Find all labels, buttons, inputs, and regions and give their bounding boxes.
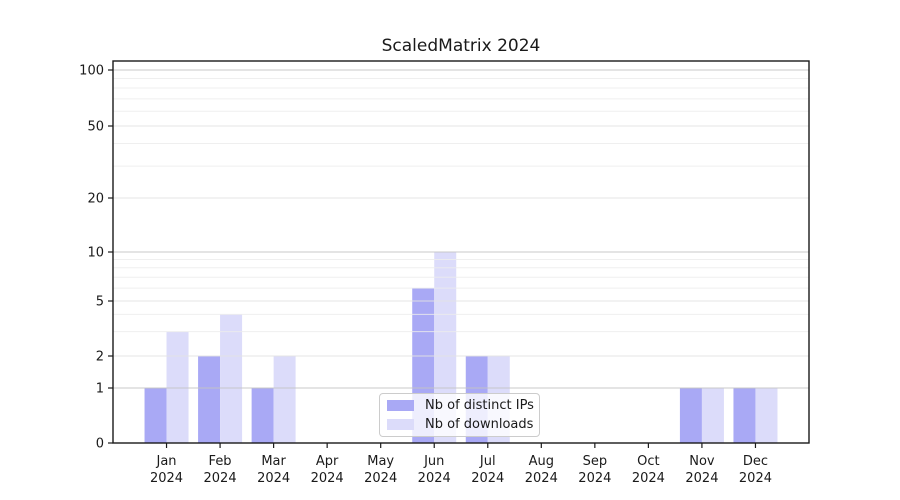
x-tick-label-year: 2024 <box>150 471 183 486</box>
x-tick-label-year: 2024 <box>418 471 451 486</box>
bar-distinct-ips-feb <box>198 356 221 443</box>
x-tick-label-month: Oct <box>637 454 659 469</box>
y-tick-label: 50 <box>87 120 104 135</box>
x-tick-label-year: 2024 <box>471 471 504 486</box>
x-tick-label-year: 2024 <box>311 471 344 486</box>
y-tick-label: 10 <box>87 246 104 261</box>
x-tick-label-year: 2024 <box>204 471 237 486</box>
bar-downloads-dec <box>755 388 778 443</box>
legend-label-downloads: Nb of downloads <box>425 416 534 432</box>
x-tick-label-month: Dec <box>743 454 768 469</box>
bar-downloads-mar <box>273 356 296 443</box>
bar-downloads-jan <box>166 331 189 443</box>
x-tick-label-month: Jan <box>156 454 177 469</box>
bar-distinct-ips-mar <box>251 388 274 443</box>
x-tick-label-year: 2024 <box>257 471 290 486</box>
legend: Nb of distinct IPs Nb of downloads <box>379 393 540 437</box>
y-tick-label: 20 <box>87 192 104 207</box>
x-tick-label-month: May <box>367 454 394 469</box>
x-tick-label-month: Mar <box>261 454 286 469</box>
y-tick-label: 5 <box>96 295 104 310</box>
legend-label-distinct-ips: Nb of distinct IPs <box>425 398 534 414</box>
x-tick-label-year: 2024 <box>364 471 397 486</box>
x-tick-label-month: Aug <box>529 454 554 469</box>
legend-swatch-distinct-ips <box>387 400 414 412</box>
bar-distinct-ips-dec <box>733 388 756 443</box>
bar-distinct-ips-jan <box>144 388 167 443</box>
x-tick-label-month: Jun <box>423 454 444 469</box>
legend-item-downloads: Nb of downloads <box>387 415 534 433</box>
x-tick-label-month: Jul <box>479 454 496 469</box>
x-tick-label-month: Sep <box>583 454 608 469</box>
y-tick-label: 0 <box>96 437 104 452</box>
chart-title: ScaledMatrix 2024 <box>381 36 541 56</box>
x-tick-label-year: 2024 <box>739 471 772 486</box>
y-tick-label: 100 <box>79 64 104 79</box>
bar-downloads-nov <box>701 388 724 443</box>
bar-downloads-feb <box>220 314 243 443</box>
legend-swatch-downloads <box>387 418 414 430</box>
x-tick-label-month: Nov <box>689 454 715 469</box>
x-tick-label-year: 2024 <box>525 471 558 486</box>
y-tick-label: 1 <box>96 382 104 397</box>
bar-distinct-ips-nov <box>679 388 702 443</box>
y-tick-label: 2 <box>96 350 104 365</box>
x-tick-label-month: Apr <box>316 454 339 469</box>
x-tick-label-year: 2024 <box>685 471 718 486</box>
legend-item-distinct-ips: Nb of distinct IPs <box>387 397 534 415</box>
x-tick-label-year: 2024 <box>632 471 665 486</box>
x-tick-label-month: Feb <box>209 454 232 469</box>
x-tick-label-year: 2024 <box>578 471 611 486</box>
